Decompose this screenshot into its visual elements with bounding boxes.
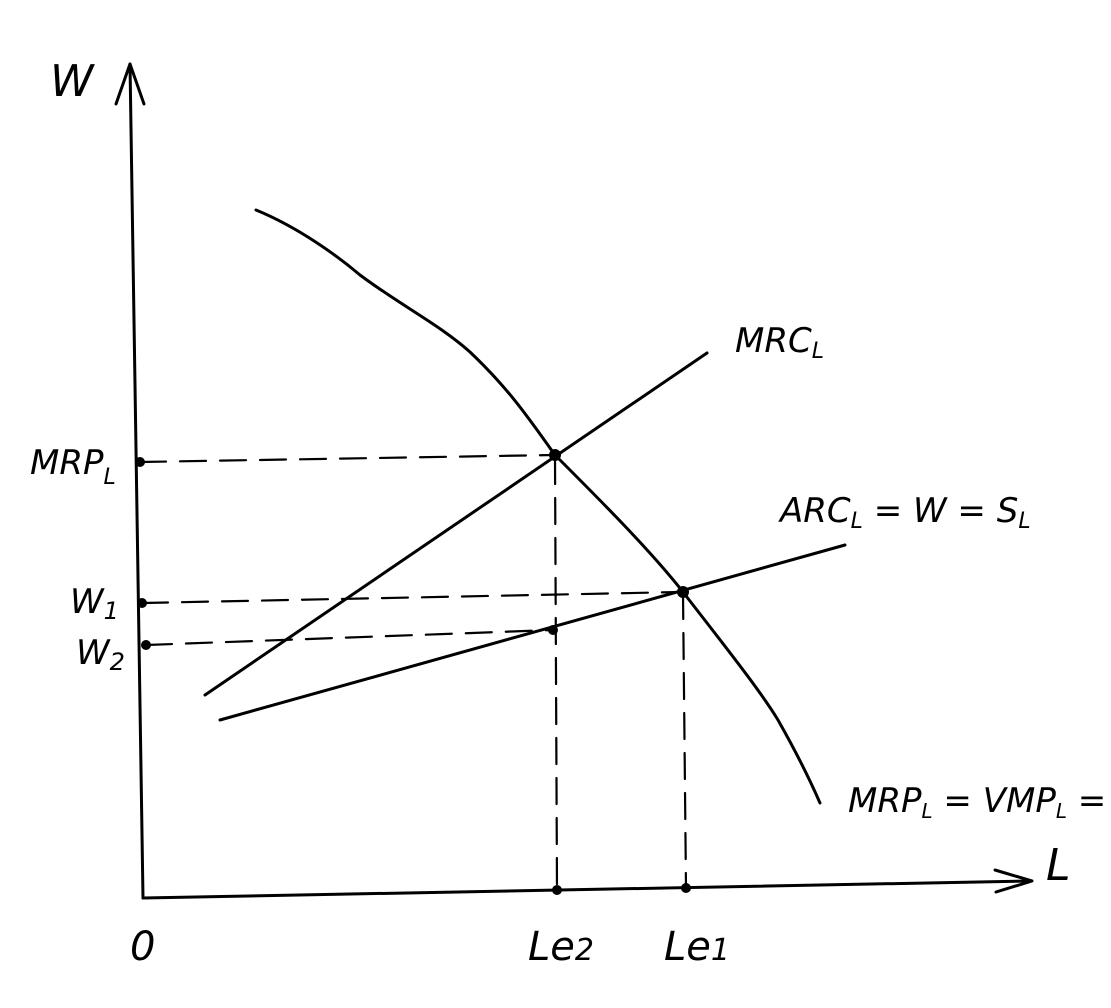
origin-label: 0 [130, 924, 155, 970]
point-w1-axis [137, 598, 147, 608]
x-axis-label: L [1046, 840, 1071, 891]
guide-mrp-horizontal [138, 453, 556, 464]
y-axis-arrowhead [114, 62, 146, 106]
x-axis [141, 879, 1032, 900]
mrc-curve-label: MRCL [735, 321, 824, 364]
guide-le1-vertical [681, 591, 688, 890]
point-w2-axis [141, 640, 151, 650]
point-le2-axis [552, 885, 562, 895]
point-mrp-axis [135, 457, 145, 467]
points [135, 449, 691, 895]
point-w2-on-supply [548, 625, 558, 635]
point-le1-axis [681, 883, 691, 893]
x-tick-le1: Le1 [664, 924, 730, 970]
guide-w1-horizontal [140, 590, 684, 605]
x-tick-le2: Le2 [528, 924, 594, 970]
y-axis [128, 62, 145, 900]
mrc-curve [203, 351, 709, 697]
x-axis-arrowhead [993, 868, 1034, 894]
axes [114, 62, 1034, 900]
y-tick-w1: W1 [70, 582, 119, 625]
y-tick-mrp: MRPL [30, 443, 116, 490]
guide-lines [138, 453, 688, 892]
point-demand-supply-intersection [677, 586, 689, 598]
demand-curve-label: MRPL = VMPL = i [848, 781, 1111, 823]
curves [203, 208, 847, 805]
demand-curve-mrp [254, 208, 822, 805]
y-axis-label: W [50, 56, 95, 107]
supply-curve-arc [218, 543, 847, 722]
guide-w2-horizontal [144, 628, 555, 647]
y-tick-w2: W2 [76, 633, 125, 676]
guide-le2-vertical [553, 456, 559, 892]
supply-curve-label: ARCL = W = SL [778, 491, 1031, 534]
point-mrp-mrc-intersection [549, 449, 561, 461]
